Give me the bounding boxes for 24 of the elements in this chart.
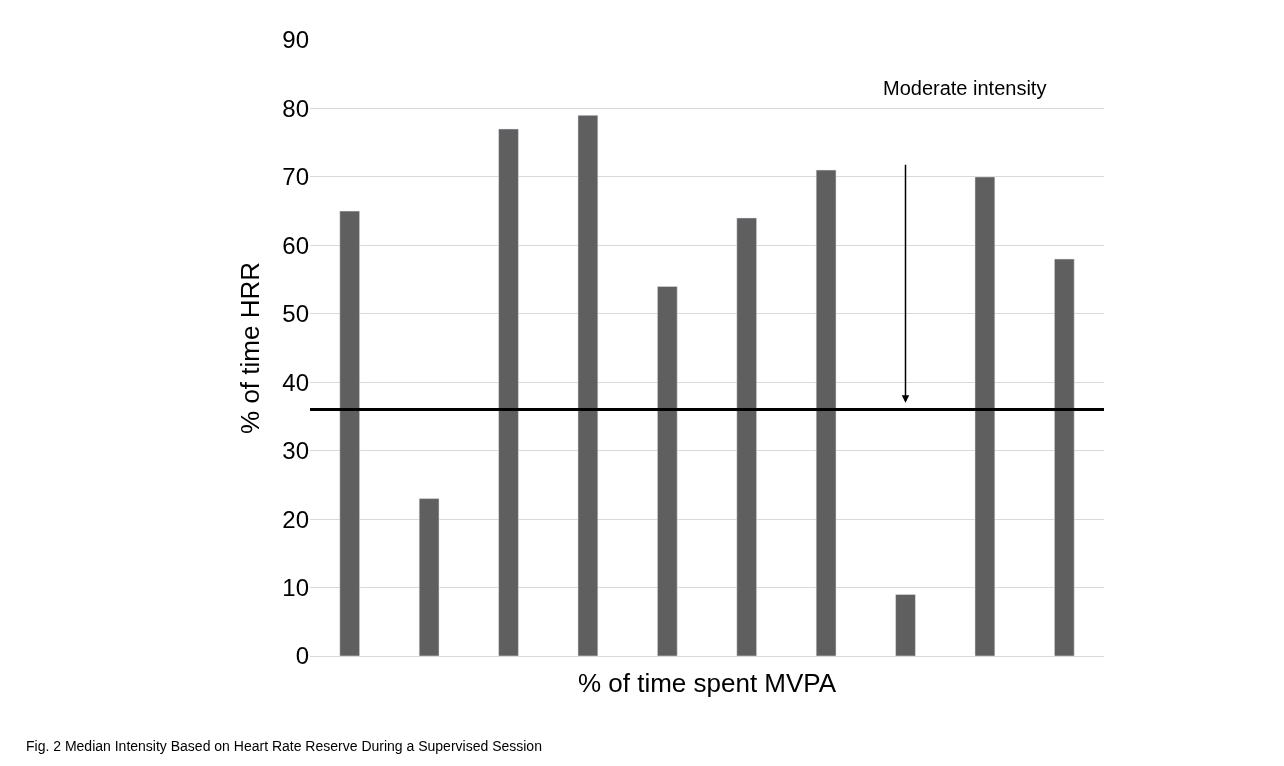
x-axis-title: % of time spent MVPA	[577, 668, 837, 699]
y-tick-label: 20	[282, 505, 309, 533]
ref-line-label: Moderate intensity	[883, 77, 1047, 99]
bar	[974, 176, 996, 656]
y-tick-label: 50	[282, 300, 309, 328]
bar	[895, 594, 916, 656]
bar	[815, 169, 837, 656]
y-tick-label: 10	[282, 573, 309, 601]
y-tick-label: 30	[282, 437, 309, 465]
bar	[339, 210, 360, 656]
y-tick-label: 40	[282, 368, 309, 396]
y-tick-label: 0	[295, 642, 309, 670]
y-tick-label: 90	[282, 26, 309, 54]
caption: Fig. 2 Median Intensity Based on Heart Rate Reserve During a Supervised Session	[26, 738, 542, 754]
bar	[736, 217, 757, 656]
y-tick-label: 80	[282, 94, 309, 122]
bar	[418, 498, 440, 656]
bar	[657, 286, 678, 656]
y-tick-label: 70	[282, 163, 309, 191]
bar	[498, 128, 519, 656]
bar	[577, 115, 599, 656]
y-tick-label: 60	[282, 231, 309, 259]
bar	[1054, 258, 1075, 656]
y-axis-title: % of time HRR	[234, 262, 265, 434]
